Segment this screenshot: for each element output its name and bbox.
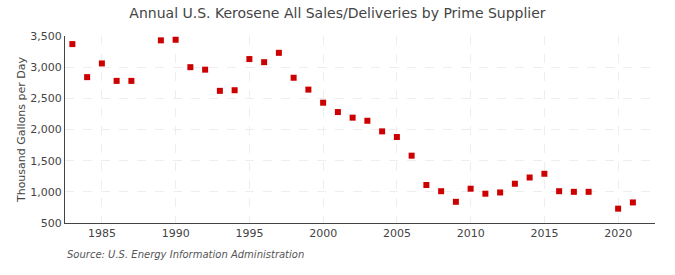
svg-text:2010: 2010 (457, 227, 485, 240)
svg-text:Thousand Gallons per Day: Thousand Gallons per Day (15, 56, 28, 203)
svg-text:1995: 1995 (235, 227, 263, 240)
svg-text:2005: 2005 (383, 227, 411, 240)
svg-text:3,500: 3,500 (30, 30, 62, 43)
svg-text:2,500: 2,500 (30, 92, 62, 105)
svg-text:2,000: 2,000 (30, 123, 62, 136)
svg-text:Annual U.S. Kerosene All Sales: Annual U.S. Kerosene All Sales/Deliverie… (129, 5, 546, 21)
svg-text:1990: 1990 (162, 227, 190, 240)
svg-text:1,000: 1,000 (30, 186, 62, 199)
svg-text:3,000: 3,000 (30, 61, 62, 74)
svg-text:2000: 2000 (309, 227, 337, 240)
svg-text:Source: U.S. Energy Informatio: Source: U.S. Energy Information Administ… (67, 249, 304, 260)
svg-text:1985: 1985 (88, 227, 116, 240)
svg-text:500: 500 (41, 217, 62, 230)
svg-text:2020: 2020 (604, 227, 632, 240)
svg-text:2015: 2015 (530, 227, 558, 240)
svg-text:1,500: 1,500 (30, 155, 62, 168)
